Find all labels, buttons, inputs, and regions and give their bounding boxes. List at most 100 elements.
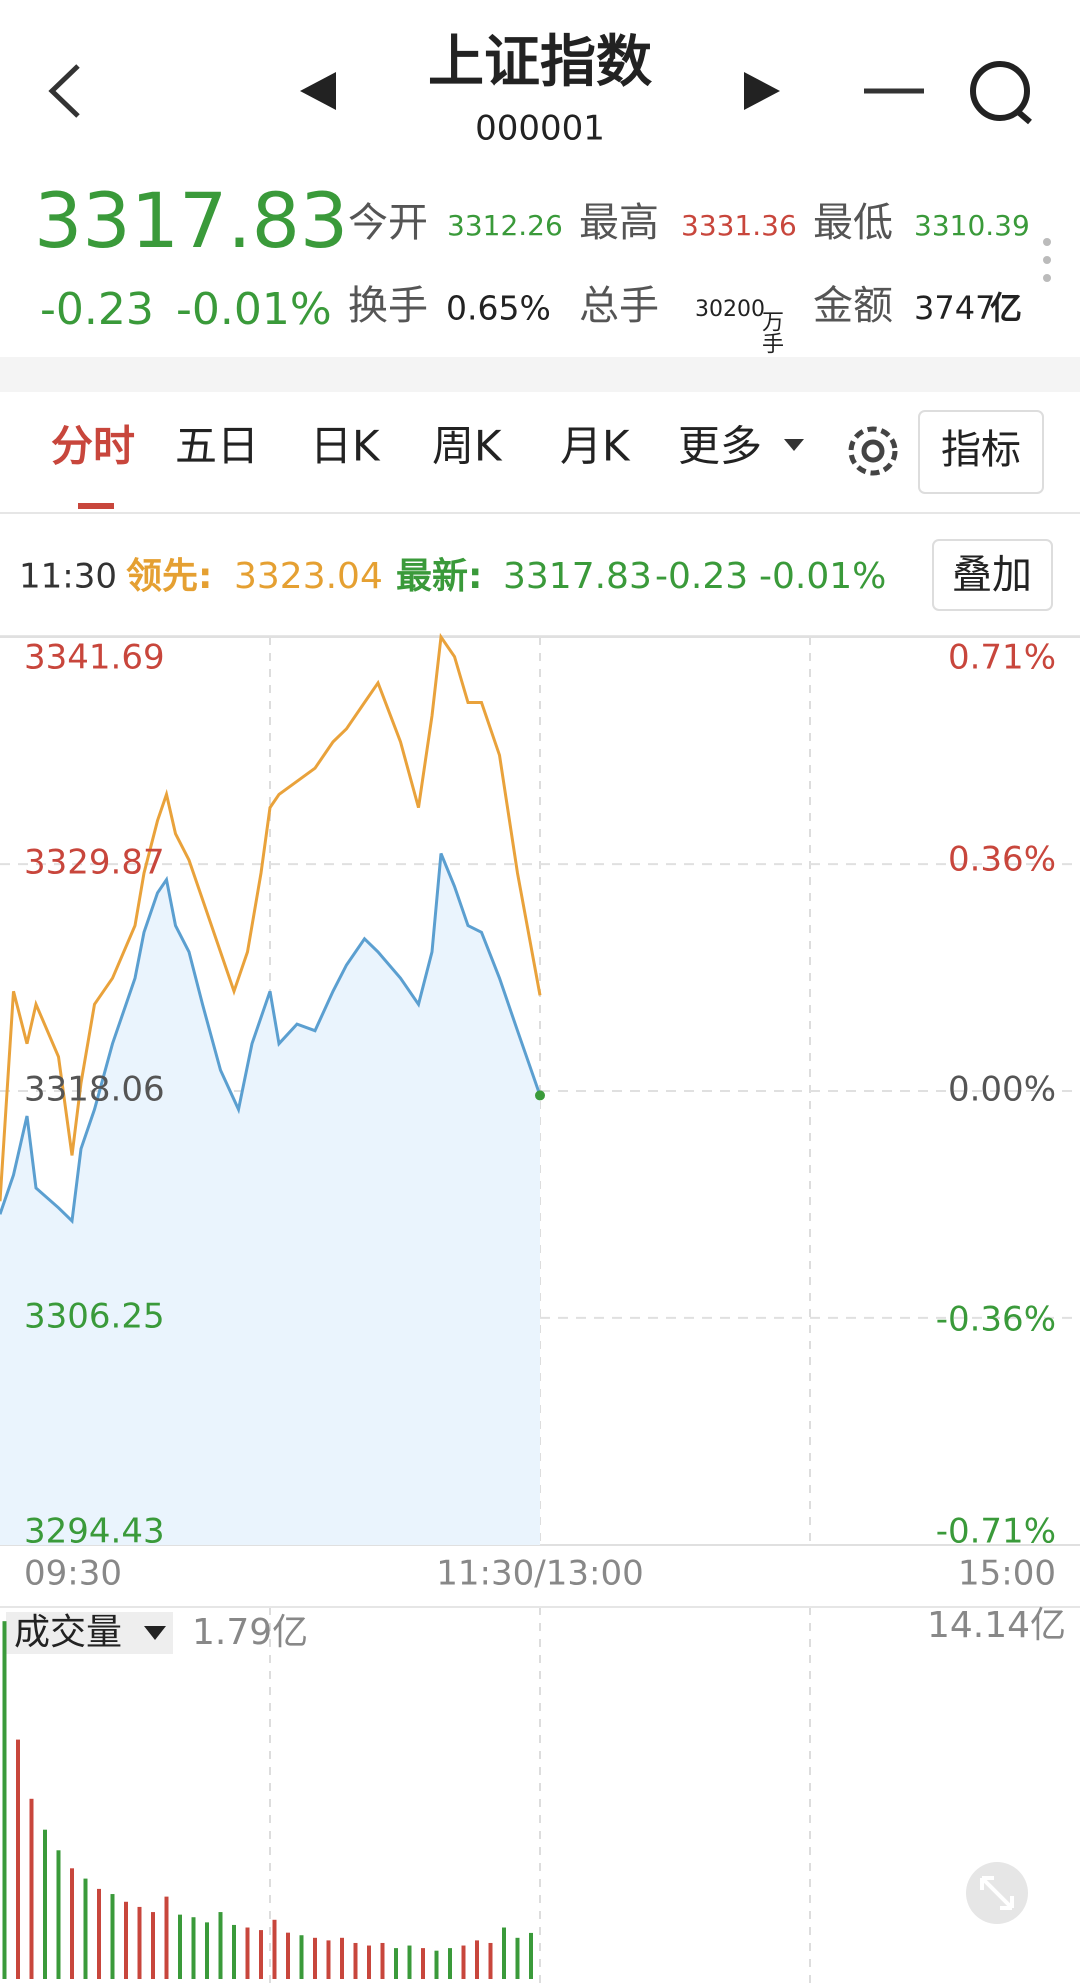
volume-bar bbox=[137, 1906, 142, 1979]
stat-label: 今开 bbox=[348, 200, 428, 246]
lead-label: 领先: bbox=[126, 556, 212, 597]
volume-bar bbox=[97, 1888, 101, 1979]
price-line bbox=[0, 852, 542, 1225]
tab[interactable]: 日K bbox=[310, 422, 381, 471]
volume-bar bbox=[191, 1917, 196, 1979]
price: 3317.83 bbox=[34, 176, 348, 265]
next-button[interactable] bbox=[744, 72, 780, 110]
stat-value: 3310.39 bbox=[914, 209, 1030, 242]
volume-plot: 14.14亿 bbox=[2, 1605, 1066, 1979]
stat-unit: 万手 bbox=[758, 310, 784, 354]
back-button[interactable] bbox=[48, 64, 80, 118]
volume-bar bbox=[56, 1850, 61, 1979]
y2-tick-label: 0.71% bbox=[948, 638, 1056, 678]
volume-bar bbox=[367, 1945, 371, 1979]
stat-value: 3331.36 bbox=[681, 209, 797, 242]
info-time: 11:30 bbox=[19, 557, 117, 597]
search-button[interactable] bbox=[970, 61, 1032, 125]
volume-bar bbox=[2, 1621, 7, 1979]
stat-label: 总手 bbox=[579, 283, 659, 329]
volume-bar bbox=[394, 1948, 398, 1979]
change: -0.23 bbox=[40, 284, 154, 335]
y-tick-label: 3294.43 bbox=[24, 1512, 165, 1552]
volume-bar bbox=[245, 1927, 250, 1979]
tab[interactable]: 月K bbox=[560, 422, 631, 471]
last-point bbox=[535, 1090, 545, 1101]
stat-label: 最高 bbox=[579, 200, 659, 246]
price-line bbox=[0, 632, 542, 1202]
volume-bar bbox=[205, 1922, 209, 1979]
volume-bar bbox=[16, 1739, 20, 1979]
volume-bar bbox=[83, 1878, 88, 1979]
indicator-button[interactable] bbox=[918, 410, 1044, 494]
volume-bar bbox=[272, 1919, 277, 1979]
volume-bar bbox=[502, 1927, 506, 1979]
volume-selector[interactable] bbox=[6, 1612, 173, 1654]
overlay-button[interactable] bbox=[932, 539, 1053, 611]
volume-title: 成交量 bbox=[14, 1612, 122, 1653]
volume-bar bbox=[232, 1924, 236, 1979]
x-tick-label: 15:00 bbox=[958, 1554, 1056, 1594]
volume-bar bbox=[299, 1935, 304, 1979]
volume-bar bbox=[286, 1932, 290, 1979]
volume-bar bbox=[448, 1948, 452, 1979]
tab[interactable]: 分时 bbox=[51, 422, 135, 471]
lead-value: 3323.04 bbox=[234, 556, 383, 597]
volume-bar bbox=[340, 1937, 344, 1979]
volume-bar bbox=[164, 1896, 169, 1979]
tab[interactable]: 五日 bbox=[175, 422, 259, 471]
stat-label: 金额 bbox=[813, 283, 893, 329]
volume-bar bbox=[461, 1945, 466, 1979]
stat-value: 30200 bbox=[695, 297, 765, 322]
volume-bar bbox=[313, 1937, 317, 1979]
volume-bar bbox=[407, 1945, 412, 1979]
tab[interactable]: 更多 bbox=[678, 422, 762, 471]
latest-change: -0.23 bbox=[655, 556, 748, 597]
change-pct: -0.01% bbox=[176, 284, 332, 335]
stock-title: 上证指数 bbox=[428, 30, 652, 95]
volume-bar bbox=[529, 1932, 533, 1979]
more-dots[interactable] bbox=[1043, 238, 1051, 282]
y2-tick-label: 0.00% bbox=[948, 1070, 1056, 1110]
price-plot: 0.71% 0.36% 0.00% -0.36% -0.71% 3341.69 3329.8… bbox=[0, 632, 1080, 1594]
volume-bar bbox=[353, 1942, 358, 1979]
volume-bar bbox=[326, 1940, 331, 1979]
volume-bar bbox=[178, 1914, 182, 1979]
stat-value: 0.65% bbox=[446, 289, 551, 328]
expand-button[interactable] bbox=[966, 1862, 1028, 1924]
volume-bar bbox=[475, 1940, 479, 1979]
settings-button[interactable] bbox=[848, 426, 898, 476]
stat-label: 最低 bbox=[813, 200, 893, 246]
overlay-button-label: 叠加 bbox=[952, 552, 1032, 598]
y-tick-label: 3318.06 bbox=[24, 1070, 165, 1110]
y-tick-label: 3341.69 bbox=[24, 638, 165, 678]
volume-bar bbox=[488, 1942, 493, 1979]
y2-tick-label: -0.36% bbox=[936, 1300, 1056, 1340]
stock-code: 000001 bbox=[475, 109, 605, 149]
latest-label: 最新: bbox=[396, 556, 482, 597]
volume-bar bbox=[421, 1948, 425, 1979]
stat-value: 3747 bbox=[914, 289, 995, 327]
divider bbox=[0, 357, 1080, 392]
volume-bar bbox=[380, 1942, 385, 1979]
price-area bbox=[0, 853, 540, 1545]
volume-bar bbox=[515, 1937, 520, 1979]
prev-button[interactable] bbox=[300, 72, 336, 110]
volume-bar bbox=[43, 1829, 47, 1979]
y-tick-label: 3306.25 bbox=[24, 1296, 165, 1336]
dropdown-arrow bbox=[784, 439, 804, 451]
y-tick-label: 3329.87 bbox=[24, 843, 165, 883]
tab[interactable]: 周K bbox=[432, 422, 503, 471]
y-tick-label: 14.14亿 bbox=[927, 1605, 1066, 1646]
x-tick-label: 11:30/13:00 bbox=[436, 1554, 643, 1594]
stat-value: 3312.26 bbox=[447, 209, 563, 242]
volume-bar bbox=[218, 1912, 223, 1979]
volume-bar bbox=[110, 1894, 115, 1979]
latest-pct: -0.01% bbox=[759, 556, 886, 597]
x-tick-label: 09:30 bbox=[24, 1554, 122, 1594]
stat-unit: 亿 bbox=[990, 289, 1022, 327]
tab-indicator bbox=[78, 503, 114, 509]
volume-bar bbox=[70, 1868, 74, 1979]
volume-bar bbox=[151, 1912, 155, 1979]
